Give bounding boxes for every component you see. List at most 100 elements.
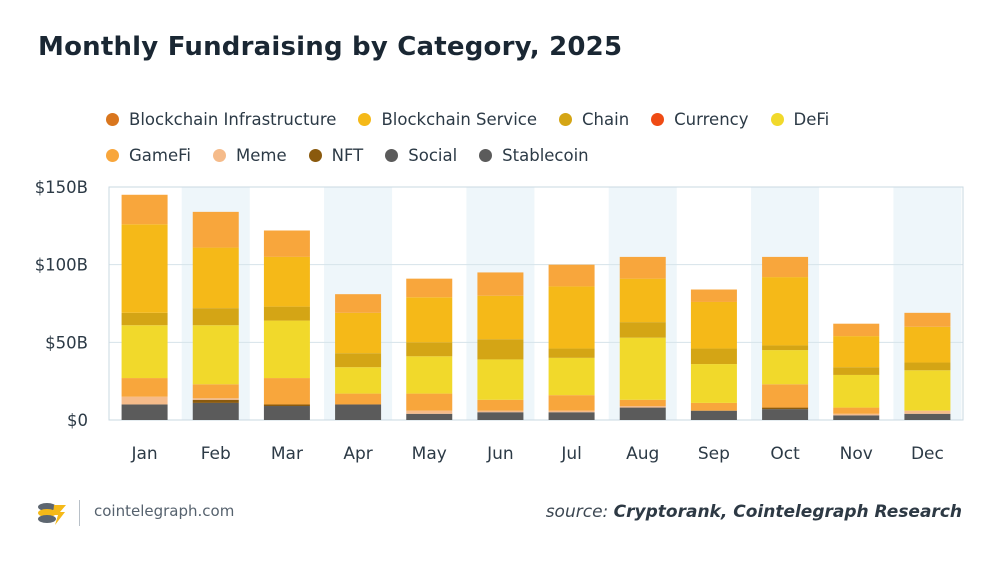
x-tick-label: Oct bbox=[770, 444, 800, 464]
bar-segment-gamefi bbox=[192, 384, 239, 399]
bar-segment-stablecoin bbox=[477, 412, 524, 420]
bar-segment-blockchain-service bbox=[121, 224, 168, 313]
bar-segment-chain bbox=[192, 308, 239, 326]
footer-site-link[interactable]: cointelegraph.com bbox=[94, 502, 235, 520]
bar-segment-defi bbox=[619, 337, 666, 400]
legend-item-nft: NFT bbox=[308, 144, 363, 167]
bar-segment-stablecoin bbox=[548, 412, 595, 420]
bar-segment-blockchain-infrastructure bbox=[762, 256, 809, 278]
bar-segment-defi bbox=[833, 374, 880, 408]
legend-swatch bbox=[651, 113, 665, 126]
bar-segment-chain bbox=[904, 362, 951, 371]
legend-label: GameFi bbox=[129, 146, 191, 165]
bar-segment-meme bbox=[121, 396, 168, 405]
bar-segment-blockchain-infrastructure bbox=[335, 294, 382, 313]
legend-swatch bbox=[358, 113, 372, 126]
y-tick-label: $50B bbox=[45, 333, 88, 352]
bar-segment-meme bbox=[904, 410, 951, 414]
x-tick-label: Mar bbox=[271, 444, 303, 464]
bar-segment-blockchain-service bbox=[904, 326, 951, 363]
bar-segment-meme bbox=[477, 410, 524, 413]
y-tick-label: $0 bbox=[67, 411, 88, 430]
bar-segment-blockchain-infrastructure bbox=[904, 312, 951, 327]
bar-segment-chain bbox=[762, 345, 809, 351]
bar-segment-gamefi bbox=[762, 384, 809, 408]
bar-segment-blockchain-service bbox=[192, 247, 239, 309]
bar-segment-stablecoin bbox=[762, 409, 809, 420]
plot-frame bbox=[108, 186, 964, 421]
legend-item-chain: Chain bbox=[559, 108, 629, 131]
bar-segment-gamefi bbox=[406, 393, 453, 411]
bar-segment-gamefi bbox=[833, 407, 880, 414]
legend-item-blockchain-service: Blockchain Service bbox=[358, 108, 537, 131]
bar-segment-chain bbox=[406, 342, 453, 357]
bar-segment-blockchain-service bbox=[477, 295, 524, 340]
bar-segment-stablecoin bbox=[192, 402, 239, 420]
bar-segment-blockchain-service bbox=[406, 297, 453, 343]
y-tick-label: $100B bbox=[35, 256, 88, 275]
bar-segment-blockchain-service bbox=[833, 336, 880, 368]
bar-segment-blockchain-service bbox=[548, 286, 595, 349]
bar-segment-blockchain-service bbox=[619, 278, 666, 323]
legend-swatch bbox=[106, 113, 119, 126]
bar-segment-blockchain-infrastructure bbox=[406, 278, 453, 298]
bar-segment-blockchain-infrastructure bbox=[477, 272, 524, 296]
bar-segment-defi bbox=[192, 325, 239, 385]
bar-segment-blockchain-infrastructure bbox=[619, 256, 666, 279]
source-text: Cryptorank, Cointelegraph Research bbox=[613, 502, 962, 522]
stacked-bar-chart: $0 $50B $100B $150B Jan Feb Mar Apr May Jun Jul Aug… bbox=[35, 178, 964, 464]
bar-segment-chain bbox=[690, 348, 737, 365]
bar-segment-defi bbox=[406, 356, 453, 394]
bar-segment-meme bbox=[192, 398, 239, 400]
x-tick-label: Dec bbox=[911, 444, 944, 464]
x-tick-label: Jul bbox=[560, 444, 582, 464]
legend-label: Social bbox=[408, 146, 458, 165]
legend-swatch bbox=[106, 149, 119, 162]
bar-segment-chain bbox=[335, 353, 382, 368]
bar-segment-stablecoin bbox=[406, 413, 453, 420]
x-tick-label: Aug bbox=[626, 444, 659, 464]
bar-segment-blockchain-infrastructure bbox=[548, 264, 595, 287]
x-tick-label: Jun bbox=[486, 444, 514, 464]
bar-segment-blockchain-service bbox=[335, 312, 382, 354]
legend-item-social: Social bbox=[385, 144, 457, 167]
bar-segment-stablecoin bbox=[833, 415, 880, 420]
legend-label: Stablecoin bbox=[502, 146, 589, 165]
legend-swatch bbox=[385, 149, 399, 162]
bar-segment-defi bbox=[477, 359, 524, 400]
bar-segment-meme bbox=[406, 410, 453, 414]
footer-source: source: Cryptorank, Cointelegraph Resear… bbox=[546, 502, 962, 522]
bar-segment-meme bbox=[833, 413, 880, 416]
legend-label: DeFi bbox=[793, 110, 830, 129]
source-prefix: source: bbox=[545, 502, 614, 522]
legend-item-stablecoin: Stablecoin bbox=[479, 144, 589, 167]
cointelegraph-logo-icon bbox=[38, 503, 66, 525]
legend-item-meme: Meme bbox=[213, 144, 287, 167]
legend-label: Chain bbox=[582, 110, 630, 129]
bar-segment-blockchain-infrastructure bbox=[192, 211, 239, 248]
bar-segment-stablecoin bbox=[690, 410, 737, 420]
legend-swatch bbox=[559, 113, 573, 126]
bar-segment-defi bbox=[121, 325, 168, 379]
bar-segment-stablecoin bbox=[263, 406, 310, 420]
x-tick-label: Jan bbox=[130, 444, 157, 464]
legend-swatch bbox=[479, 149, 493, 162]
bar-segment-chain bbox=[121, 312, 168, 326]
bar-segment-gamefi bbox=[477, 399, 524, 411]
bar-segment-nft bbox=[263, 404, 310, 407]
bar-segment-stablecoin bbox=[335, 404, 382, 420]
bar-segment-blockchain-infrastructure bbox=[833, 323, 880, 337]
bar-segment-defi bbox=[548, 357, 595, 396]
bar-segment-blockchain-infrastructure bbox=[263, 230, 310, 257]
bar-segment-nft bbox=[762, 407, 809, 410]
legend-label: Blockchain Infrastructure bbox=[129, 110, 337, 129]
bar-segment-nft bbox=[192, 399, 239, 403]
bar-segment-defi bbox=[335, 367, 382, 394]
bar-segment-gamefi bbox=[548, 395, 595, 411]
legend-item-blockchain-infrastructure: Blockchain Infrastructure bbox=[106, 108, 336, 131]
bar-segment-gamefi bbox=[121, 378, 168, 397]
bar-segment-defi bbox=[904, 370, 951, 411]
legend-swatch bbox=[308, 149, 322, 162]
bar-segment-defi bbox=[762, 350, 809, 385]
legend: Blockchain Infrastructure Blockchain Ser… bbox=[106, 108, 866, 167]
